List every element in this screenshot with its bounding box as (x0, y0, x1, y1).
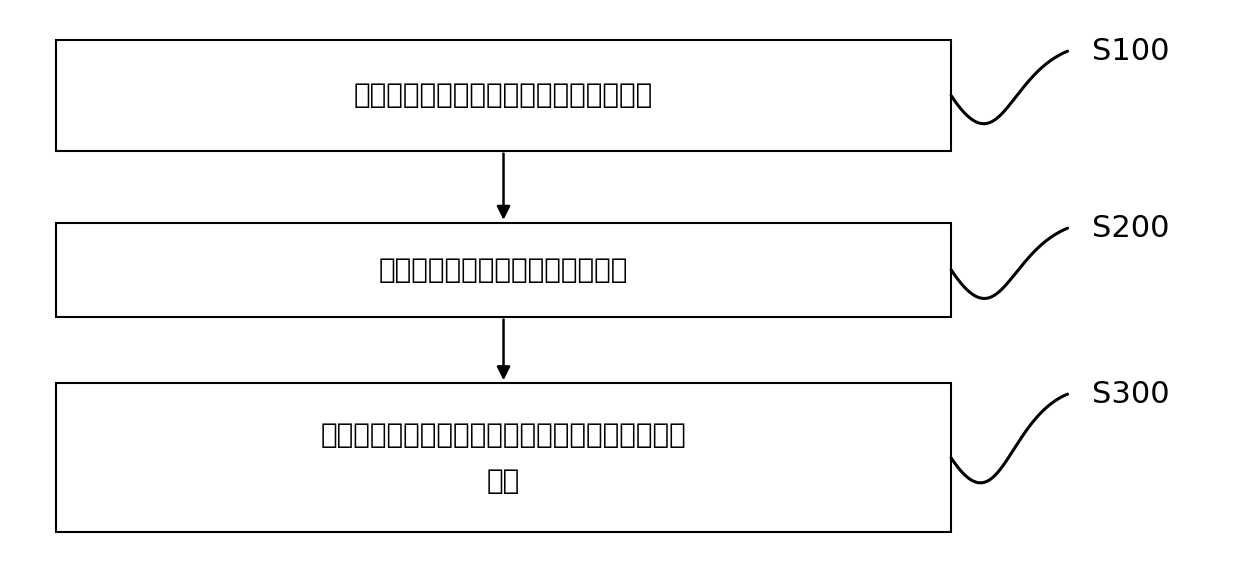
Bar (56, 383, 951, 532)
Text: 根据所述吸收谱提取样品吸收系数: 根据所述吸收谱提取样品吸收系数 (379, 256, 629, 284)
Text: 以太赫兹光照射样品，获得样品的吸收谱: 以太赫兹光照射样品，获得样品的吸收谱 (353, 82, 653, 109)
Bar (56, 223, 951, 317)
Text: S100: S100 (1092, 37, 1169, 66)
Text: 根据所述吸收系数确定所述样品中隐性孔雀石绻的
浓度: 根据所述吸收系数确定所述样品中隐性孔雀石绻的 浓度 (321, 421, 687, 494)
Bar (56, 40, 951, 151)
Text: S300: S300 (1092, 380, 1169, 409)
Text: S200: S200 (1092, 214, 1169, 243)
